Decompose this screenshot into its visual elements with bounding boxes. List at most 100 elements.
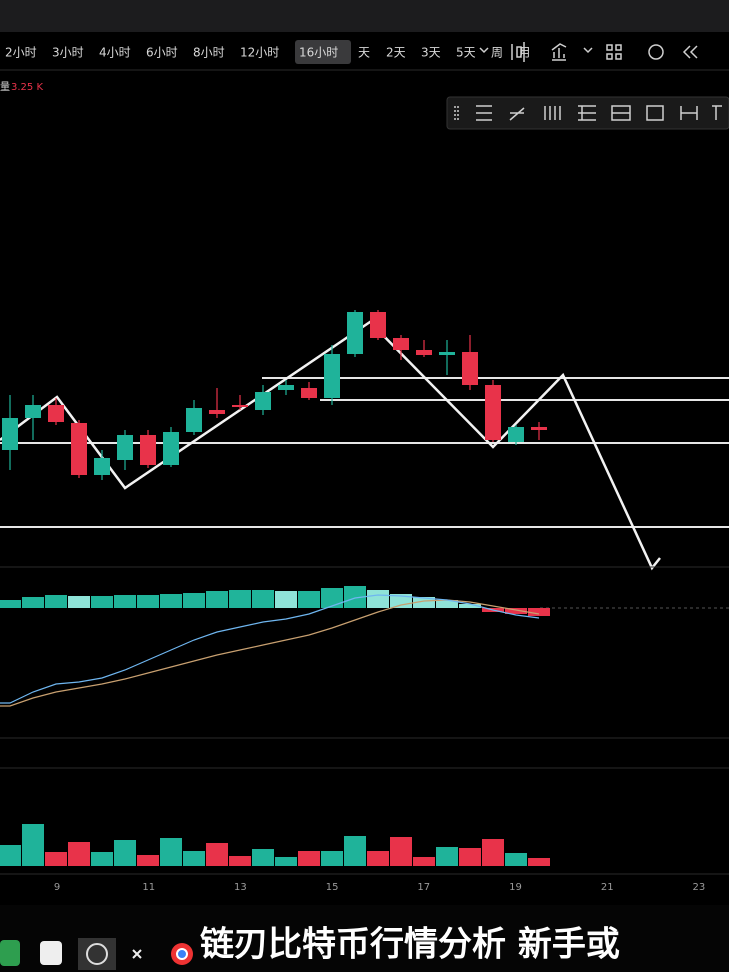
macd-bar <box>275 591 297 608</box>
candle-body <box>117 435 133 460</box>
volume-bar <box>183 851 205 866</box>
candle-icon[interactable] <box>511 42 525 62</box>
candle-body <box>209 410 225 414</box>
replay-icon[interactable] <box>682 45 698 59</box>
tool-channel[interactable] <box>578 105 596 121</box>
candle-body <box>370 312 386 338</box>
macd-bar <box>321 588 343 608</box>
candle-body <box>347 312 363 354</box>
macd-bar <box>114 595 136 608</box>
x-tick-label: 13 <box>234 882 247 893</box>
macd-bar <box>229 590 251 608</box>
tool-measure[interactable] <box>680 106 698 120</box>
candle-body <box>140 435 156 465</box>
subtitle: 链刃比特币行情分析 新手或 <box>200 925 620 965</box>
x-tick-label: 9 <box>54 882 60 893</box>
candle-body <box>94 458 110 475</box>
clock-icon[interactable] <box>648 44 664 60</box>
layout-icon[interactable] <box>606 44 622 60</box>
candle-body <box>232 405 248 407</box>
interval-button[interactable]: 16小时 <box>299 46 338 60</box>
interval-button[interactable]: 3小时 <box>52 46 84 60</box>
candle-body <box>71 423 87 475</box>
macd-bar <box>160 594 182 608</box>
volume-bar <box>22 824 44 866</box>
macd-bar <box>252 590 274 608</box>
indicator-icon[interactable] <box>551 43 567 61</box>
volume-bar <box>298 851 320 866</box>
interval-button[interactable]: 天 <box>358 46 370 60</box>
toolbar-icons <box>479 42 698 62</box>
volume-bar <box>137 855 159 866</box>
tool-trend[interactable] <box>509 107 525 121</box>
chevron[interactable] <box>583 47 593 54</box>
interval-button[interactable]: 6小时 <box>146 46 178 60</box>
macd-bar <box>137 595 159 608</box>
taskbar <box>0 938 193 970</box>
plots <box>0 310 550 866</box>
selected-interval <box>295 40 351 64</box>
volume-bar <box>68 842 90 866</box>
interval-button[interactable]: 2小时 <box>5 46 37 60</box>
interval-button[interactable]: 8小时 <box>193 46 225 60</box>
tool-text[interactable] <box>712 105 722 120</box>
indicator-value: 3.25 K <box>11 82 43 93</box>
volume-bar <box>505 853 527 866</box>
tool-rect[interactable] <box>646 105 664 121</box>
indicator-label: 量 <box>0 81 10 93</box>
volume-bar <box>344 836 366 866</box>
macd-bar <box>459 604 481 608</box>
candle-body <box>393 338 409 350</box>
interval-button[interactable]: 2天 <box>386 46 406 60</box>
interval-button[interactable]: 周 <box>491 46 503 60</box>
tool-lines[interactable] <box>476 105 492 121</box>
macd-bar <box>367 590 389 608</box>
volume-bar <box>459 848 481 866</box>
interval-button[interactable]: 4小时 <box>99 46 131 60</box>
macd-bar <box>344 586 366 608</box>
bottom-strip <box>0 905 729 972</box>
macd-bar <box>436 600 458 608</box>
interval-button[interactable]: 3天 <box>421 46 441 60</box>
candle-body <box>508 427 524 442</box>
macd-bar <box>68 596 90 608</box>
candle-body <box>462 352 478 385</box>
candle-body <box>25 405 41 418</box>
x-tick-label: 23 <box>693 882 706 893</box>
dif-line <box>0 594 540 704</box>
tool-fib[interactable] <box>544 106 561 120</box>
app-icon[interactable] <box>86 943 108 965</box>
volume-bar <box>528 858 550 866</box>
chrome-center <box>176 948 188 960</box>
candle-body <box>439 352 455 355</box>
volume-bar <box>436 847 458 866</box>
interval-button[interactable]: 5天 <box>456 46 476 60</box>
app-icon-active[interactable] <box>78 938 116 970</box>
app-icon[interactable] <box>132 949 142 959</box>
volume-bar <box>229 856 251 866</box>
macd-bar <box>0 600 21 608</box>
volume-bar <box>390 837 412 866</box>
candle-body <box>485 385 501 440</box>
drawing-palette <box>446 96 729 130</box>
chevron[interactable] <box>479 47 489 54</box>
macd-bar <box>22 597 44 608</box>
x-axis-labels: 9 11 13 15 17 19 21 23 <box>54 882 705 893</box>
tool-pattern[interactable] <box>611 105 631 121</box>
volume-bar <box>160 838 182 866</box>
volume-bar <box>321 851 343 866</box>
app-icon[interactable] <box>40 941 62 965</box>
volume-bar <box>367 851 389 866</box>
app-icon[interactable] <box>0 940 20 966</box>
macd-bar <box>505 608 527 614</box>
top-bar <box>0 0 729 32</box>
volume-bar <box>45 852 67 866</box>
candle-body <box>301 388 317 398</box>
candle-body <box>163 432 179 465</box>
interval-button[interactable]: 12小时 <box>240 46 279 60</box>
toolbar: 2小时 3小时 4小时 6小时 8小时 12小时 16小时 天 2天 3天 5天 周 月 <box>5 40 531 64</box>
candle-body <box>324 354 340 398</box>
interval-button[interactable]: 月 <box>519 46 531 60</box>
